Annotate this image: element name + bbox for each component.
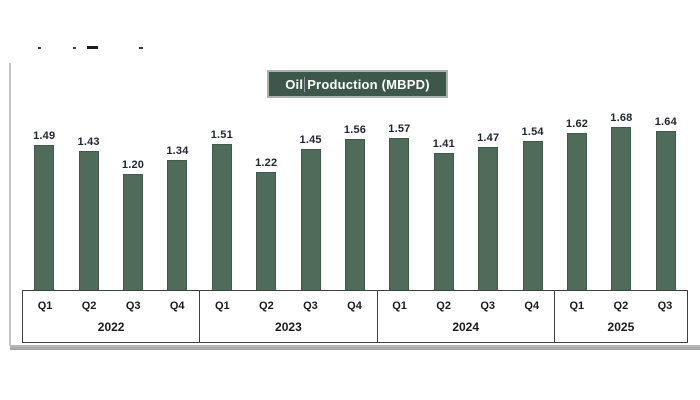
year-bar-group: 1.51 1.22 1.45 1.56 [200, 104, 378, 290]
bar[interactable] [78, 151, 99, 290]
quarter-label-row: Q1 Q2 Q3 Q4 [23, 291, 199, 320]
bar[interactable] [611, 127, 632, 290]
bar[interactable] [211, 143, 232, 290]
bar-value-label: 1.45 [299, 134, 322, 147]
bar[interactable] [345, 138, 366, 290]
quarter-label: Q1 [37, 299, 53, 312]
bar-cell: 1.54 [510, 104, 554, 290]
bar-value-label: 1.64 [654, 115, 677, 128]
bar[interactable] [478, 147, 499, 290]
text-cursor-caret [304, 76, 306, 92]
chart-title-box[interactable]: Oil Production (MBPD) [267, 70, 448, 98]
clipped-text-fragment [139, 47, 143, 49]
quarter-label: Q3 [657, 299, 673, 312]
quarter-label: Q2 [81, 299, 97, 312]
bar[interactable] [655, 130, 676, 290]
quarter-label: Q2 [436, 299, 451, 312]
bar-value-label: 1.51 [210, 128, 233, 141]
year-bar-group: 1.62 1.68 1.64 [555, 104, 688, 290]
quarter-label-row: Q1 Q2 Q3 Q4 [378, 291, 554, 320]
quarter-label: Q1 [392, 299, 407, 312]
chart-title-text-right: Production (MBPD) [307, 76, 430, 92]
bar-value-label: 1.47 [477, 132, 500, 145]
bar[interactable] [256, 171, 277, 290]
bar-value-label: 1.56 [343, 123, 367, 136]
year-axis-group: Q1 Q2 Q3 Q4 2023 [199, 291, 376, 342]
bar[interactable] [566, 132, 587, 290]
bar[interactable] [34, 145, 55, 290]
bar-cell: 1.47 [466, 104, 510, 290]
quarter-label: Q2 [259, 299, 274, 312]
bar-cell: 1.56 [333, 104, 377, 290]
quarter-label: Q1 [569, 299, 585, 312]
clipped-text-fragment [87, 46, 98, 49]
bar-value-label: 1.20 [121, 158, 145, 171]
quarter-label: Q1 [214, 299, 230, 312]
bar-value-label: 1.57 [388, 122, 411, 135]
bar-cell: 1.45 [288, 104, 332, 290]
bar-value-label: 1.68 [610, 112, 633, 125]
bar[interactable] [300, 149, 321, 290]
year-label: 2022 [97, 320, 125, 334]
year-axis-group: Q1 Q2 Q3 Q4 2024 [376, 291, 554, 342]
quarter-label: Q4 [169, 299, 185, 312]
quarter-label: Q4 [347, 299, 362, 312]
quarter-label: Q2 [613, 299, 629, 312]
bar-cell: 1.64 [644, 104, 688, 290]
bar-cell: 1.49 [22, 104, 66, 290]
year-label: 2025 [607, 320, 635, 334]
quarter-label-row: Q1 Q2 Q3 Q4 [200, 291, 376, 320]
year-label: 2024 [452, 320, 480, 334]
bar-cell: 1.34 [155, 104, 199, 290]
bar-cell: 1.41 [422, 104, 466, 290]
clipped-text-fragment [73, 47, 76, 49]
bar-value-label: 1.34 [166, 145, 189, 158]
horizontal-rail [10, 345, 700, 350]
bar-value-label: 1.41 [432, 138, 455, 151]
bar-value-label: 1.54 [521, 125, 544, 138]
bar[interactable] [123, 173, 144, 290]
chart-title-text-left: Oil [285, 76, 304, 92]
bar[interactable] [389, 137, 410, 290]
bar-cell: 1.57 [377, 104, 421, 290]
bar[interactable] [433, 153, 454, 290]
quarter-label: Q3 [480, 299, 496, 312]
quarter-label: Q3 [125, 299, 141, 312]
bar[interactable] [522, 140, 543, 290]
quarter-label-row: Q1 Q2 Q3 [555, 291, 687, 320]
bar-cell: 1.68 [599, 104, 643, 290]
bar[interactable] [167, 160, 188, 290]
bar-value-label: 1.62 [565, 117, 589, 130]
bar-cell: 1.51 [200, 104, 244, 290]
year-bar-group: 1.57 1.41 1.47 1.54 [377, 104, 555, 290]
bar-cell: 1.20 [111, 104, 155, 290]
bar-value-label: 1.49 [33, 130, 56, 143]
year-axis-group: Q1 Q2 Q3 2025 [553, 291, 687, 342]
clipped-text-fragment [38, 47, 41, 49]
quarter-label: Q3 [303, 299, 318, 312]
year-label: 2023 [275, 320, 302, 334]
year-axis-group: Q1 Q2 Q3 Q4 2022 [23, 291, 199, 342]
axis-box: Q1 Q2 Q3 Q4 2022 Q1 Q2 Q3 Q4 2023 Q1 Q2 Q3 Q4 2024 Q1 Q2… [22, 290, 688, 343]
year-bar-group: 1.49 1.43 1.20 1.34 [22, 104, 200, 290]
bar-value-label: 1.43 [77, 136, 100, 149]
bar-cell: 1.62 [555, 104, 599, 290]
bar-value-label: 1.22 [255, 156, 278, 169]
bar-cell: 1.43 [66, 104, 110, 290]
bar-cell: 1.22 [244, 104, 288, 290]
quarter-label: Q4 [524, 299, 540, 312]
bars-row: 1.49 1.43 1.20 1.34 1.51 1.22 1.45 1.56 1.57 1.41… [22, 104, 688, 290]
